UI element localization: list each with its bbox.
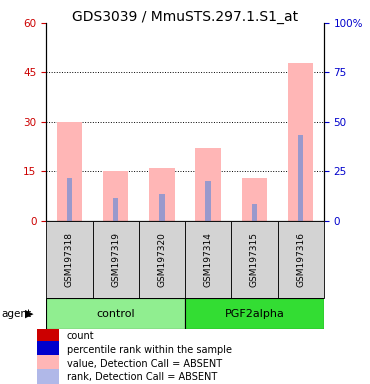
Text: ▶: ▶ — [25, 308, 34, 319]
Bar — [242, 178, 267, 221]
Bar — [159, 194, 165, 221]
Text: GDS3039 / MmuSTS.297.1.S1_at: GDS3039 / MmuSTS.297.1.S1_at — [72, 10, 298, 23]
Bar — [185, 298, 324, 329]
Bar — [149, 168, 175, 221]
Text: GSM197314: GSM197314 — [204, 232, 213, 286]
Bar — [288, 63, 313, 221]
Text: count: count — [67, 331, 94, 341]
Bar — [298, 135, 303, 221]
Text: GSM197320: GSM197320 — [157, 232, 166, 286]
Text: PGF2alpha: PGF2alpha — [225, 308, 284, 319]
Bar — [37, 355, 59, 372]
Bar — [103, 171, 128, 221]
Text: value, Detection Call = ABSENT: value, Detection Call = ABSENT — [67, 359, 222, 369]
Bar — [46, 221, 92, 298]
Bar — [37, 328, 59, 345]
Bar — [195, 148, 221, 221]
Text: agent: agent — [2, 308, 32, 319]
Text: percentile rank within the sample: percentile rank within the sample — [67, 345, 232, 355]
Text: control: control — [96, 308, 135, 319]
Bar — [231, 221, 278, 298]
Bar — [67, 178, 72, 221]
Bar — [139, 221, 185, 298]
Bar — [113, 198, 118, 221]
Bar — [252, 204, 257, 221]
Text: GSM197318: GSM197318 — [65, 232, 74, 287]
Bar — [37, 341, 59, 359]
Text: GSM197319: GSM197319 — [111, 232, 120, 287]
Bar — [185, 221, 231, 298]
Bar — [46, 298, 185, 329]
Text: GSM197316: GSM197316 — [296, 232, 305, 287]
Bar — [205, 181, 211, 221]
Text: GSM197315: GSM197315 — [250, 232, 259, 287]
Bar — [37, 369, 59, 384]
Text: rank, Detection Call = ABSENT: rank, Detection Call = ABSENT — [67, 372, 217, 382]
Bar — [92, 221, 139, 298]
Bar — [57, 122, 82, 221]
Bar — [278, 221, 324, 298]
